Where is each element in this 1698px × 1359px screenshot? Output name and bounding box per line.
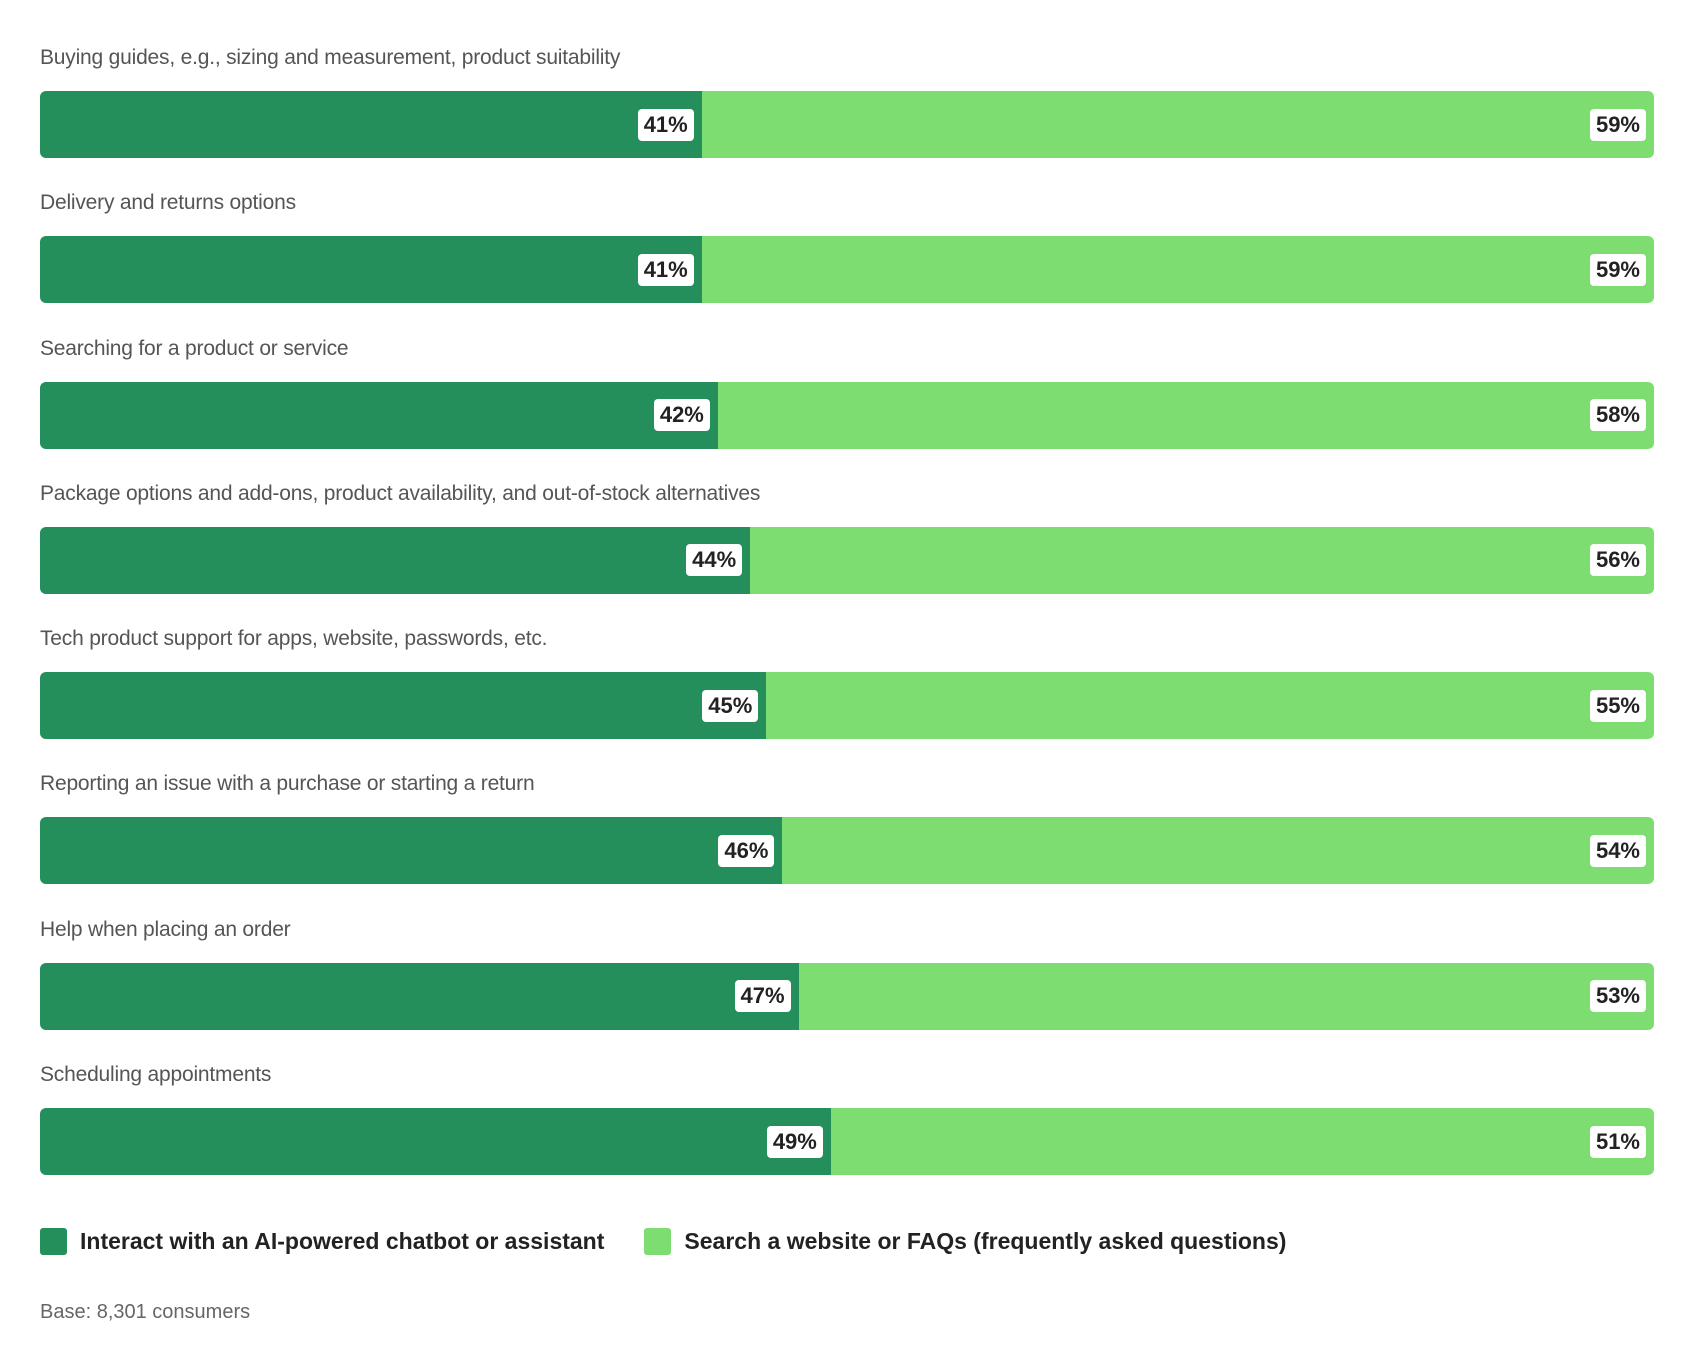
- bar-row: Delivery and returns options 41% 59%: [40, 187, 1654, 332]
- data-label-chatbot: 46%: [718, 834, 775, 867]
- stacked-bar: 42% 58%: [40, 381, 1654, 449]
- bar-segment-website: 51%: [830, 1108, 1654, 1176]
- category-label: Buying guides, e.g., sizing and measurem…: [40, 46, 621, 69]
- footnote: Base: 8,301 consumers: [40, 1301, 251, 1323]
- data-label-website: 54%: [1589, 834, 1646, 867]
- data-label-website: 59%: [1589, 253, 1646, 286]
- data-label-chatbot: 45%: [702, 689, 759, 722]
- bar-segment-website: 58%: [717, 381, 1654, 449]
- bar-segment-website: 53%: [798, 962, 1654, 1030]
- data-label-website: 53%: [1589, 980, 1646, 1013]
- data-label-chatbot: 47%: [734, 980, 791, 1013]
- bar-segment-chatbot: 41%: [40, 91, 702, 158]
- stacked-bar: 41% 59%: [40, 236, 1654, 304]
- legend-label-chatbot: Interact with an AI-powered chatbot or a…: [80, 1228, 605, 1254]
- bar-row: Tech product support for apps, website, …: [40, 623, 1654, 768]
- category-label: Delivery and returns options: [40, 191, 296, 215]
- data-label-website: 58%: [1589, 399, 1646, 432]
- legend-swatch-chatbot: [40, 1228, 67, 1255]
- bar-row: Package options and add-ons, product ava…: [40, 478, 1654, 623]
- category-label: Reporting an issue with a purchase or st…: [40, 772, 535, 796]
- bar-segment-chatbot: 41%: [40, 236, 702, 304]
- legend-item-chatbot: Interact with an AI-powered chatbot or a…: [40, 1228, 604, 1255]
- stacked-bar: 41% 59%: [40, 91, 1654, 158]
- category-label: Scheduling appointments: [40, 1063, 272, 1087]
- stacked-bar: 49% 51%: [40, 1108, 1654, 1176]
- stacked-bar: 45% 55%: [40, 672, 1654, 740]
- bar-row: Searching for a product or service 42% 58%: [40, 333, 1654, 478]
- bar-segment-website: 54%: [782, 817, 1654, 885]
- legend-label-website: Search a website or FAQs (frequently ask…: [684, 1228, 1287, 1254]
- category-label: Package options and add-ons, product ava…: [40, 481, 761, 505]
- stacked-bar: 44% 56%: [40, 526, 1654, 594]
- bar-segment-chatbot: 46%: [40, 817, 783, 885]
- chart-rows: Buying guides, e.g., sizing and measurem…: [40, 42, 1654, 1204]
- bar-segment-website: 59%: [701, 91, 1654, 158]
- data-label-website: 56%: [1589, 544, 1646, 577]
- bar-segment-chatbot: 45%: [40, 672, 767, 740]
- legend: Interact with an AI-powered chatbot or a…: [40, 1228, 1326, 1255]
- bar-segment-chatbot: 49%: [40, 1108, 831, 1176]
- data-label-website: 51%: [1589, 1125, 1646, 1158]
- data-label-chatbot: 49%: [766, 1125, 823, 1158]
- stacked-bar: 46% 54%: [40, 817, 1654, 885]
- stacked-bar: 47% 53%: [40, 962, 1654, 1030]
- legend-item-website: Search a website or FAQs (frequently ask…: [644, 1228, 1286, 1255]
- data-label-chatbot: 42%: [653, 399, 710, 432]
- bar-segment-chatbot: 44%: [40, 526, 751, 594]
- data-label-website: 55%: [1589, 689, 1646, 722]
- bar-row: Reporting an issue with a purchase or st…: [40, 768, 1654, 913]
- data-label-chatbot: 41%: [637, 108, 694, 141]
- bar-segment-website: 56%: [750, 526, 1654, 594]
- data-label-website: 59%: [1589, 108, 1646, 141]
- data-label-chatbot: 41%: [637, 253, 694, 286]
- category-label: Help when placing an order: [40, 917, 291, 941]
- legend-swatch-website: [644, 1228, 672, 1255]
- bar-segment-chatbot: 42%: [40, 381, 718, 449]
- category-label: Searching for a product or service: [40, 336, 349, 360]
- category-label: Tech product support for apps, website, …: [40, 627, 548, 651]
- bar-row: Help when placing an order 47% 53%: [40, 914, 1654, 1059]
- bar-segment-chatbot: 47%: [40, 962, 799, 1030]
- data-label-chatbot: 44%: [686, 544, 743, 577]
- bar-segment-website: 59%: [701, 236, 1654, 304]
- bar-row: Buying guides, e.g., sizing and measurem…: [40, 42, 1654, 187]
- bar-row: Scheduling appointments 49% 51%: [40, 1059, 1654, 1204]
- bar-segment-website: 55%: [766, 672, 1654, 740]
